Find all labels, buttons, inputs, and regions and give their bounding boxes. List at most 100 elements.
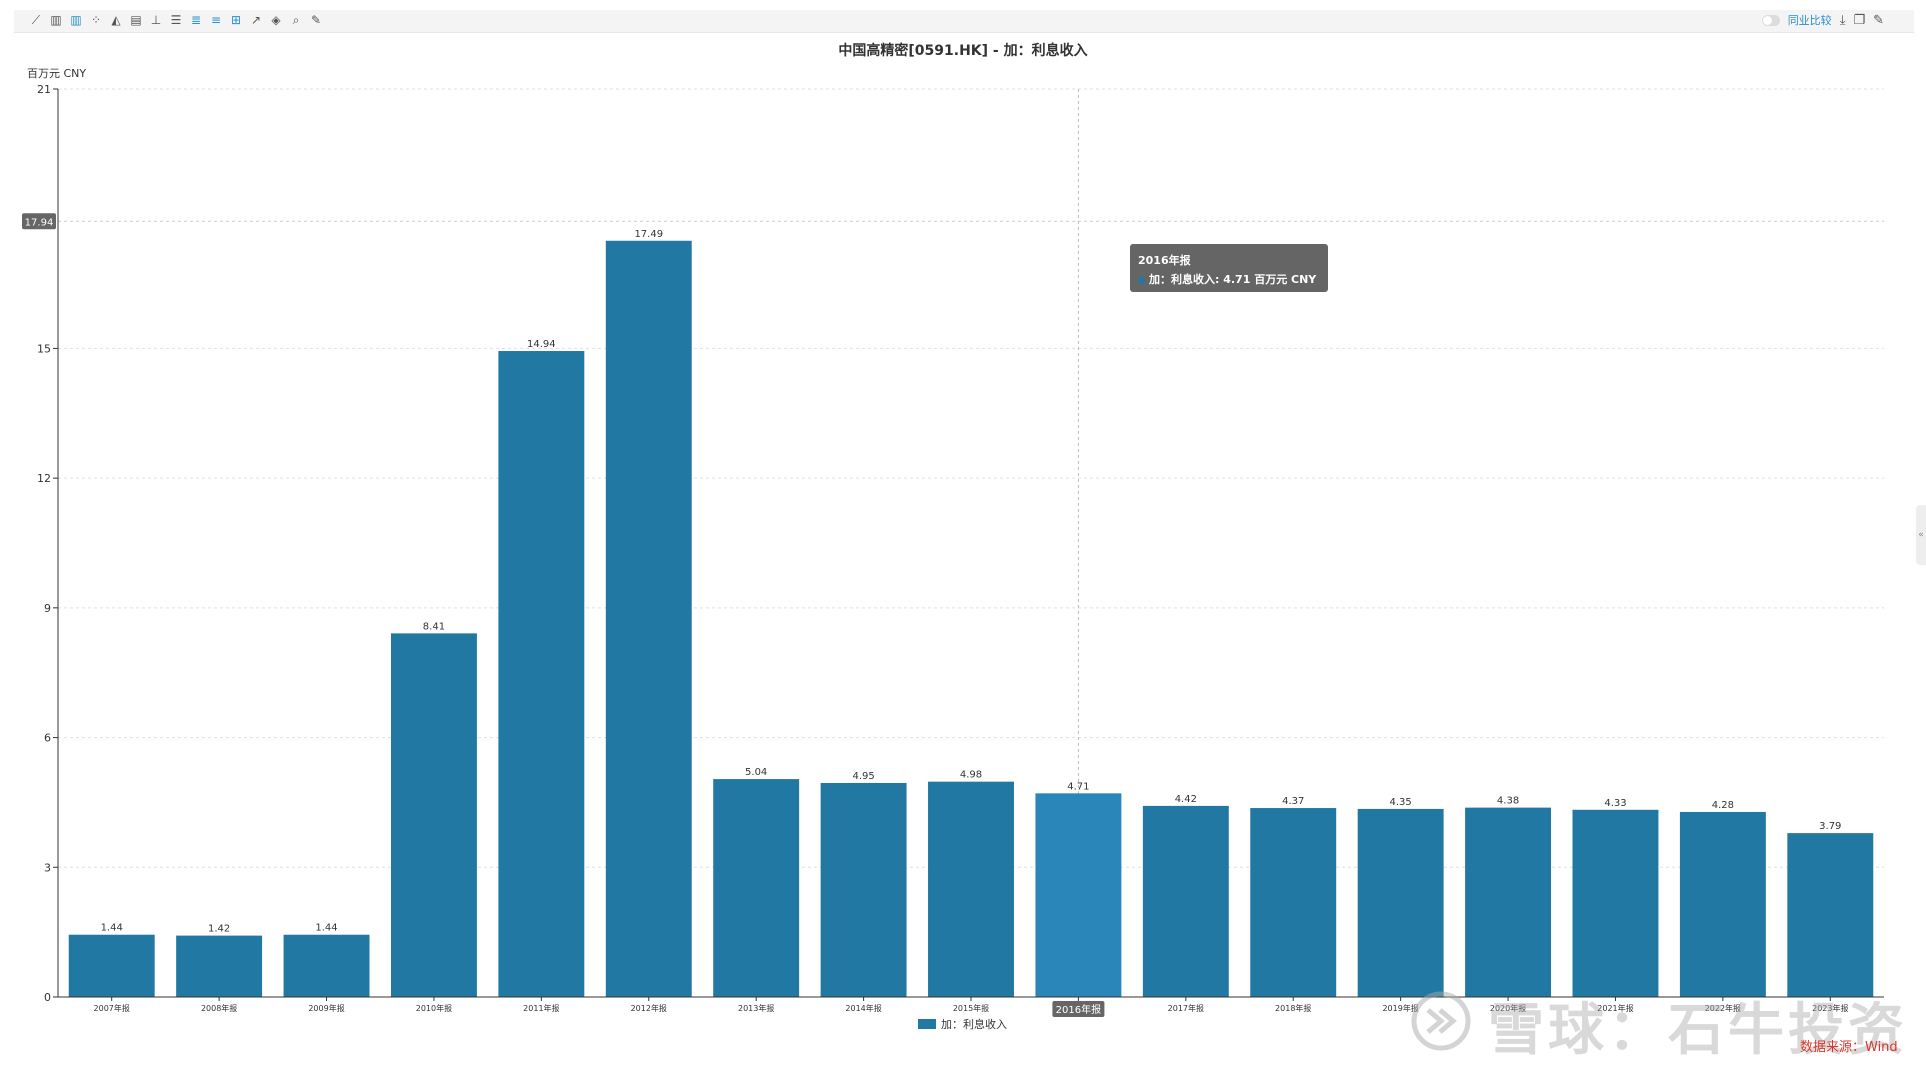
bar-value-label: 3.79 — [1819, 821, 1841, 832]
bar-value-label: 1.44 — [101, 923, 123, 934]
bar-value-label: 4.37 — [1282, 796, 1304, 807]
x-tick-label: 2010年报 — [416, 1003, 452, 1013]
watermark-text: 雪球：石牛投资 — [1488, 998, 1908, 1063]
hover-tooltip: 2016年报 加：利息收入: 4.71 百万元 CNY — [1130, 244, 1328, 292]
bar[interactable] — [1035, 793, 1122, 997]
list-alt-icon[interactable]: ≡ — [210, 13, 222, 27]
copy-icon[interactable]: ❐ — [1853, 12, 1866, 28]
x-tick-label: 2014年报 — [845, 1003, 881, 1013]
data-source: 数据来源：Wind — [1800, 1040, 1898, 1055]
bar-chart-icon[interactable]: ▥ — [50, 13, 62, 27]
zoom-icon[interactable]: ⌕ — [292, 12, 300, 27]
toolbar-left-icons: ⟋ ▥ ▥ ⁘ ◭ ▤ ⊥ ☰ ≣ ≡ ⊞ ↗ ◈ ⌕ ✎ — [28, 12, 324, 28]
legend-label: 加：利息收入 — [941, 1017, 1007, 1031]
download-icon[interactable]: ⤓ — [1839, 12, 1846, 28]
bar-value-label: 4.42 — [1175, 794, 1197, 805]
wrench-icon[interactable]: ✎ — [310, 13, 322, 27]
bar-value-label: 4.38 — [1497, 796, 1519, 807]
bar-value-label: 4.95 — [852, 771, 874, 782]
bar[interactable] — [390, 633, 477, 997]
y-tick-label: 6 — [44, 732, 51, 745]
bar[interactable] — [1572, 809, 1659, 997]
y-tick-label: 12 — [37, 472, 51, 485]
chart-title: 中国高精密[0591.HK] - 加：利息收入 — [838, 42, 1087, 59]
x-tick-label: 2012年报 — [631, 1003, 667, 1013]
x-tick-label: 2011年报 — [523, 1003, 559, 1013]
bar-value-label: 4.33 — [1604, 798, 1626, 809]
bar[interactable] — [1250, 808, 1337, 997]
bar[interactable] — [68, 934, 155, 997]
x-tick-label: 2017年报 — [1168, 1003, 1204, 1013]
list-icon[interactable]: ≣ — [190, 13, 202, 27]
bar-value-label: 8.41 — [423, 621, 445, 632]
x-tick-label: 2015年报 — [953, 1003, 989, 1013]
bar[interactable] — [1465, 807, 1552, 997]
crosshair-y-label: 17.94 — [25, 217, 54, 228]
bar-value-label: 4.98 — [960, 770, 982, 781]
tooltip-row: 加：利息收入: 4.71 百万元 CNY — [1138, 271, 1316, 287]
x-tick-label: 2013年报 — [738, 1003, 774, 1013]
x-tick-label: 2007年报 — [94, 1003, 130, 1013]
tooltip-value: 加：利息收入: 4.71 百万元 CNY — [1149, 273, 1317, 286]
bar-value-label: 4.35 — [1390, 797, 1412, 808]
x-tick-label: 2021年报 — [1597, 1003, 1633, 1013]
bar-value-label: 4.28 — [1712, 800, 1734, 811]
x-tick-label: 2016年报 — [1056, 1003, 1101, 1016]
line-chart-icon[interactable]: ⟋ — [31, 12, 41, 27]
y-axis-unit: 百万元 CNY — [27, 67, 86, 80]
legend[interactable]: 加：利息收入 — [918, 1017, 1007, 1031]
bar[interactable] — [283, 934, 370, 997]
edit-icon[interactable]: ✎ — [1873, 12, 1884, 28]
y-tick-label: 21 — [37, 83, 51, 96]
chart-toolbar: ⟋ ▥ ▥ ⁘ ◭ ▤ ⊥ ☰ ≣ ≡ ⊞ ↗ ◈ ⌕ ✎ 同业比较 ⤓ ❐ ✎ — [14, 10, 1914, 33]
peer-compare-label[interactable]: 同业比较 — [1787, 14, 1832, 27]
x-tick-label: 2023年报 — [1812, 1003, 1848, 1013]
scatter-icon[interactable]: ⁘ — [90, 13, 102, 27]
bar[interactable] — [498, 351, 585, 998]
bar[interactable] — [605, 240, 692, 997]
bar[interactable] — [1142, 805, 1229, 997]
collapse-side-tab[interactable]: « — [1916, 505, 1926, 565]
crosshair-y-badge — [22, 213, 56, 230]
axis-icon[interactable]: ⊥ — [150, 13, 162, 27]
bar[interactable] — [928, 781, 1014, 997]
x-highlight-badge — [1052, 1001, 1105, 1017]
bar[interactable] — [713, 779, 800, 997]
bar[interactable] — [820, 782, 907, 997]
x-tick-label: 2008年报 — [201, 1003, 237, 1013]
area-chart-icon[interactable]: ◭ — [111, 13, 121, 27]
bar-value-label: 1.42 — [208, 924, 230, 935]
y-tick-label: 3 — [44, 861, 51, 874]
bar-value-label: 14.94 — [527, 339, 556, 350]
bar[interactable] — [176, 935, 263, 997]
x-tick-label: 2019年报 — [1382, 1003, 1418, 1013]
bar[interactable] — [1679, 811, 1766, 997]
peer-compare-toggle[interactable] — [1761, 14, 1780, 26]
bar-add-icon[interactable]: ▤ — [130, 13, 142, 27]
x-tick-label: 2020年报 — [1490, 1003, 1526, 1013]
bar-value-label: 4.71 — [1067, 781, 1089, 792]
trend-icon[interactable]: ↗ — [250, 13, 262, 27]
bars-layer — [68, 240, 1874, 998]
labels-layer: 1.44 1.42 1.44 8.41 14.94 17.49 5.04 4.95 4.98 4.… — [101, 229, 1842, 935]
xueqiu-logo-icon — [1411, 991, 1471, 1051]
bar[interactable] — [1357, 808, 1444, 997]
grouped-bar-icon[interactable]: ▥ — [70, 13, 82, 27]
legend-swatch — [918, 1019, 936, 1029]
stack-icon[interactable]: ☰ — [170, 13, 182, 27]
bar[interactable] — [1787, 833, 1874, 997]
y-tick-label: 9 — [44, 602, 51, 615]
toolbar-right: 同业比较 ⤓ ❐ ✎ — [1761, 12, 1884, 28]
tooltip-title: 2016年报 — [1138, 254, 1191, 267]
bar-value-label: 17.49 — [634, 229, 663, 240]
x-tick-label: 2018年报 — [1275, 1003, 1311, 1013]
y-tick-label: 0 — [44, 991, 51, 1004]
y-tick-label: 15 — [37, 342, 51, 355]
fill-icon[interactable]: ◈ — [271, 13, 281, 27]
grid-icon[interactable]: ⊞ — [230, 13, 242, 27]
x-tick-label: 2009年报 — [308, 1003, 344, 1013]
bar-value-label: 5.04 — [745, 767, 767, 778]
x-tick-label: 2022年报 — [1705, 1003, 1741, 1013]
bar-value-label: 1.44 — [315, 923, 337, 934]
